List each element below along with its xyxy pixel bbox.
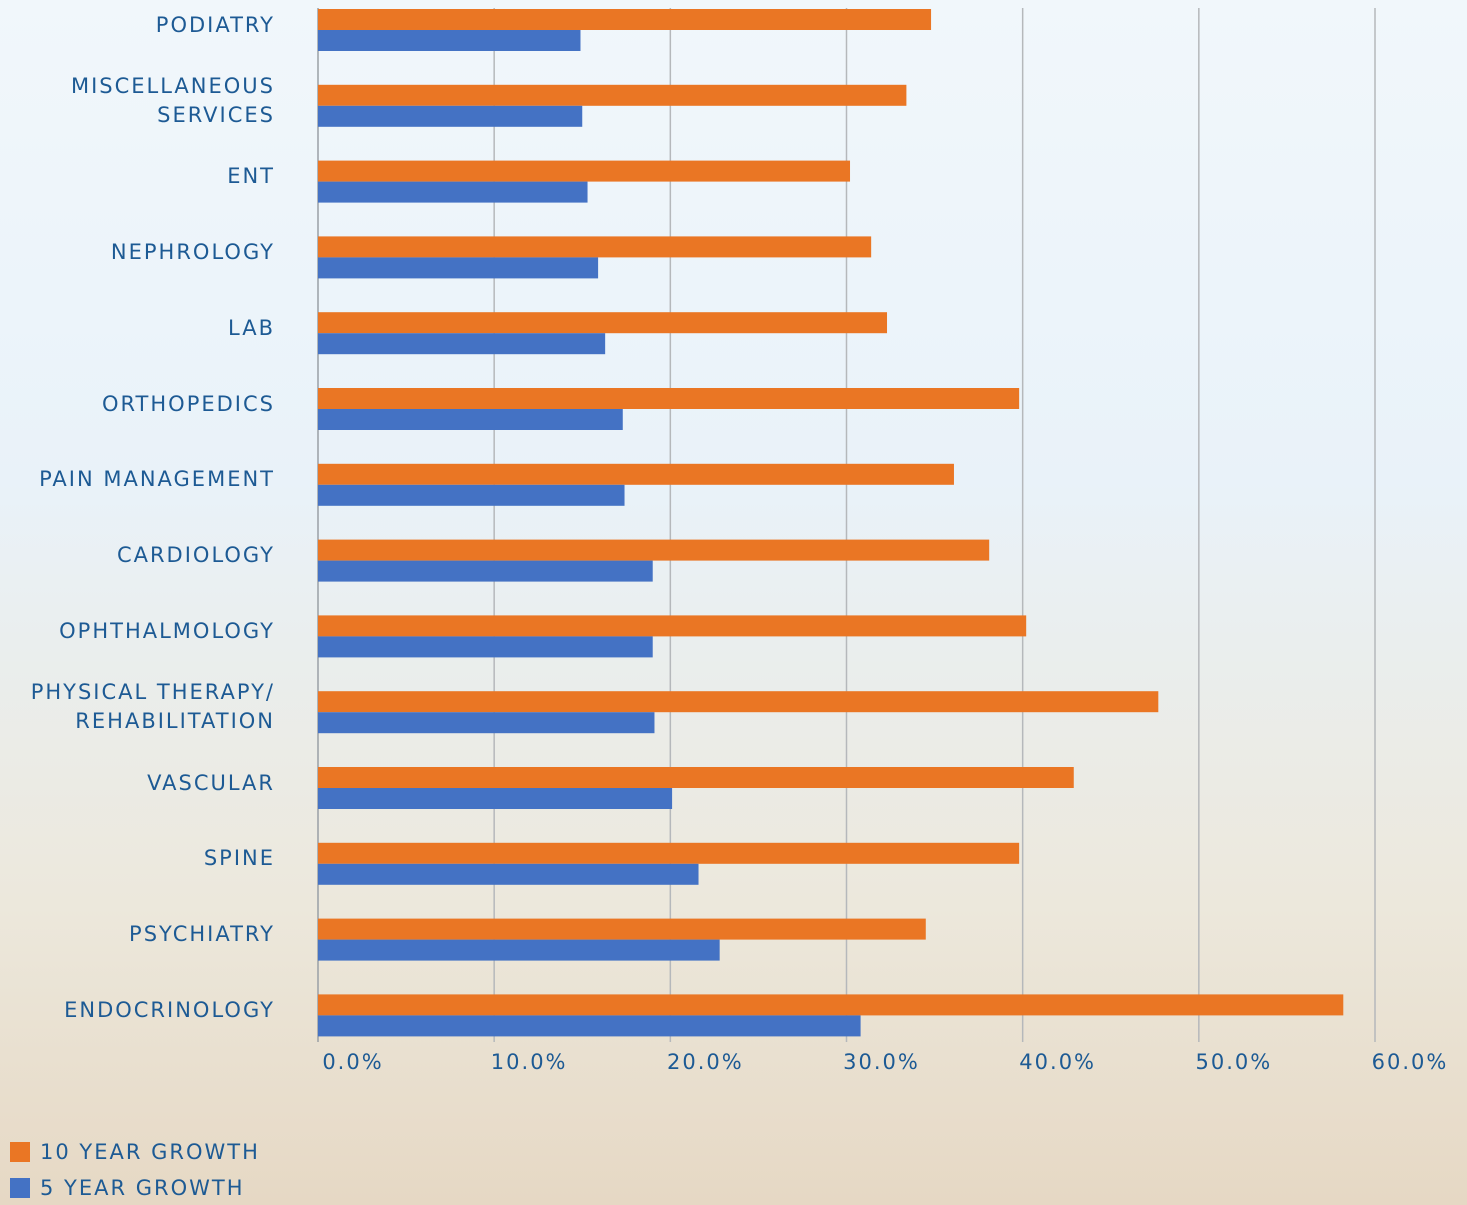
bar: [318, 9, 931, 30]
legend-swatch: [10, 1178, 30, 1198]
category-label: PODIATRY: [0, 11, 275, 40]
bar: [318, 788, 672, 809]
bar: [318, 767, 1074, 788]
category-label: VASCULAR: [0, 769, 275, 798]
bar: [318, 464, 954, 485]
bar: [318, 485, 625, 506]
category-label: CARDIOLOGY: [0, 541, 275, 570]
chart: 0.0% 10.0% 20.0% 30.0% 40.0% 50.0% 60.0% 10 YEA…: [0, 0, 1467, 1205]
bar: [318, 312, 887, 333]
bar: [318, 561, 653, 582]
bar: [318, 1015, 861, 1036]
bar: [318, 182, 588, 203]
x-tick-label: 50.0%: [1195, 1050, 1272, 1074]
bar: [318, 161, 850, 182]
bar: [318, 409, 623, 430]
category-label: MISCELLANEOUS SERVICES: [0, 72, 275, 130]
category-label: ENDOCRINOLOGY: [0, 996, 275, 1025]
category-label: PAIN MANAGEMENT: [0, 465, 275, 494]
x-tick-label: 20.0%: [667, 1050, 744, 1074]
bar: [318, 994, 1343, 1015]
legend-swatch: [10, 1142, 30, 1162]
category-label: OPHTHALMOLOGY: [0, 617, 275, 646]
x-tick-label: 10.0%: [491, 1050, 568, 1074]
category-label: ORTHOPEDICS: [0, 390, 275, 419]
bar: [318, 85, 906, 106]
bar: [318, 691, 1158, 712]
bar: [318, 257, 598, 278]
category-label: SPINE: [0, 844, 275, 873]
bar: [318, 919, 926, 940]
bar: [318, 540, 989, 561]
bar: [318, 712, 654, 733]
bar: [318, 333, 605, 354]
bar: [318, 940, 720, 961]
bar: [318, 388, 1019, 409]
category-label: LAB: [0, 314, 275, 343]
bar: [318, 236, 871, 257]
category-label: ENT: [0, 162, 275, 191]
x-tick-label: 60.0%: [1372, 1050, 1449, 1074]
bar: [318, 843, 1019, 864]
category-label: PHYSICAL THERAPY/ REHABILITATION: [0, 678, 275, 736]
category-label: PSYCHIATRY: [0, 920, 275, 949]
bar: [318, 106, 582, 127]
bar: [318, 864, 699, 885]
category-label: NEPHROLOGY: [0, 238, 275, 267]
legend-label: 5 YEAR GROWTH: [40, 1176, 245, 1200]
legend-label: 10 YEAR GROWTH: [40, 1140, 260, 1164]
x-tick-label: 30.0%: [843, 1050, 920, 1074]
bar: [318, 636, 653, 657]
x-tick-label: 0.0%: [322, 1050, 383, 1074]
x-tick-label: 40.0%: [1019, 1050, 1096, 1074]
bar: [318, 30, 580, 51]
bar: [318, 615, 1026, 636]
